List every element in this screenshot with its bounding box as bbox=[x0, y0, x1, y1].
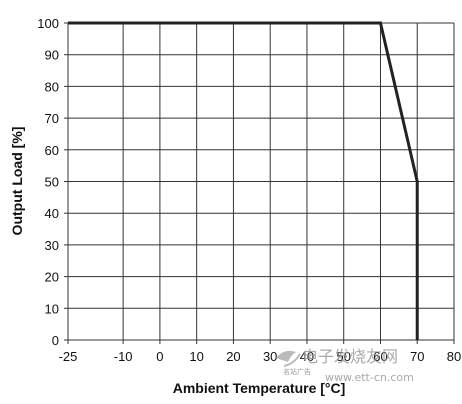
x-tick-label: 80 bbox=[447, 349, 461, 364]
x-tick-label: 40 bbox=[300, 349, 314, 364]
x-tick-label: 70 bbox=[410, 349, 424, 364]
x-axis-title: Ambient Temperature [°C] bbox=[173, 380, 346, 396]
y-axis-title: Output Load [%] bbox=[9, 127, 25, 236]
y-tick-label: 100 bbox=[37, 16, 59, 31]
y-tick-labels: 0 10 20 30 40 50 60 70 80 90 100 bbox=[37, 16, 59, 348]
x-tick-label: 0 bbox=[156, 349, 163, 364]
y-tick-label: 90 bbox=[45, 48, 59, 63]
watermark-logo-icon bbox=[276, 350, 301, 367]
y-tick-label: 20 bbox=[45, 270, 59, 285]
y-tick-label: 70 bbox=[45, 111, 59, 126]
x-tick-label: 60 bbox=[373, 349, 387, 364]
watermark-text: 电子发烧友网 bbox=[302, 347, 398, 366]
x-tick-label: 20 bbox=[226, 349, 240, 364]
watermark-url: www.ett-cn.com bbox=[325, 371, 414, 384]
watermark: 电子发烧友网 名站广告 www.ett-cn.com bbox=[276, 347, 414, 384]
y-tick-label: 60 bbox=[45, 143, 59, 158]
grid bbox=[64, 22, 455, 344]
x-tick-label: 50 bbox=[336, 349, 350, 364]
x-tick-label: -25 bbox=[59, 349, 78, 364]
y-tick-label: 30 bbox=[45, 238, 59, 253]
x-tick-label: 10 bbox=[189, 349, 203, 364]
y-tick-label: 80 bbox=[45, 79, 59, 94]
y-tick-label: 40 bbox=[45, 206, 59, 221]
derating-curve bbox=[68, 21, 419, 340]
x-tick-label: 30 bbox=[263, 349, 277, 364]
x-tick-label: -10 bbox=[114, 349, 133, 364]
watermark-small-text: 名站广告 bbox=[283, 367, 311, 376]
y-tick-label: 10 bbox=[45, 301, 59, 316]
series-layer bbox=[68, 21, 419, 340]
x-tick-labels: -25 -10 0 10 20 30 40 50 60 70 80 bbox=[59, 349, 462, 364]
y-tick-label: 50 bbox=[45, 175, 59, 190]
y-tick-label: 0 bbox=[52, 333, 59, 348]
